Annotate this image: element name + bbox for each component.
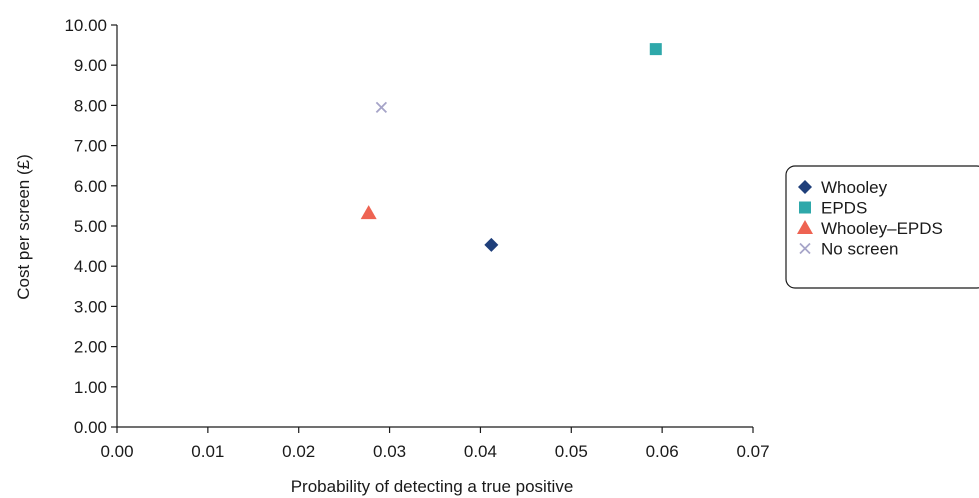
legend-marker xyxy=(799,242,811,255)
legend-label: EPDS xyxy=(821,199,867,218)
y-tick-label: 3.00 xyxy=(74,297,107,316)
y-tick-label: 10.00 xyxy=(64,16,107,35)
legend-box xyxy=(785,165,979,289)
data-point xyxy=(360,205,377,220)
x-tick-label: 0.06 xyxy=(646,442,679,461)
y-tick-label: 2.00 xyxy=(74,338,107,357)
plot-area: 0.00 0.01 0.02 0.03 0.04 0.05 0.06 0.07 0.00 1.00… xyxy=(64,16,769,461)
legend-marker xyxy=(797,220,813,234)
y-tick-label: 7.00 xyxy=(74,137,107,156)
data-point xyxy=(375,101,388,114)
x-tick-label: 0.00 xyxy=(100,442,133,461)
x-tick-label: 0.03 xyxy=(373,442,406,461)
x-tick-label: 0.04 xyxy=(464,442,497,461)
legend-label: Whooley–EPDS xyxy=(821,219,943,238)
data-point-stroke xyxy=(375,101,388,114)
y-tick-label: 5.00 xyxy=(74,217,107,236)
y-tick-label: 4.00 xyxy=(74,257,107,276)
legend-marker-stroke xyxy=(799,242,811,255)
data-point xyxy=(484,237,499,252)
x-tick-label: 0.02 xyxy=(282,442,315,461)
data-point xyxy=(649,43,662,56)
y-axis-title: Cost per screen (£) xyxy=(14,154,33,300)
y-tick-label: 6.00 xyxy=(74,177,107,196)
y-tick-label: 1.00 xyxy=(74,378,107,397)
x-tick-label: 0.01 xyxy=(191,442,224,461)
y-tick-label: 8.00 xyxy=(74,96,107,115)
legend-marker xyxy=(798,180,812,194)
y-tick-label: 9.00 xyxy=(74,56,107,75)
y-tick-label: 0.00 xyxy=(74,418,107,437)
legend-marker xyxy=(799,201,811,214)
legend-label: No screen xyxy=(821,240,898,259)
x-tick-label: 0.07 xyxy=(736,442,769,461)
x-tick-label: 0.05 xyxy=(555,442,588,461)
x-axis-title: Probability of detecting a true positive xyxy=(291,477,574,496)
legend-label: Whooley xyxy=(821,178,888,197)
